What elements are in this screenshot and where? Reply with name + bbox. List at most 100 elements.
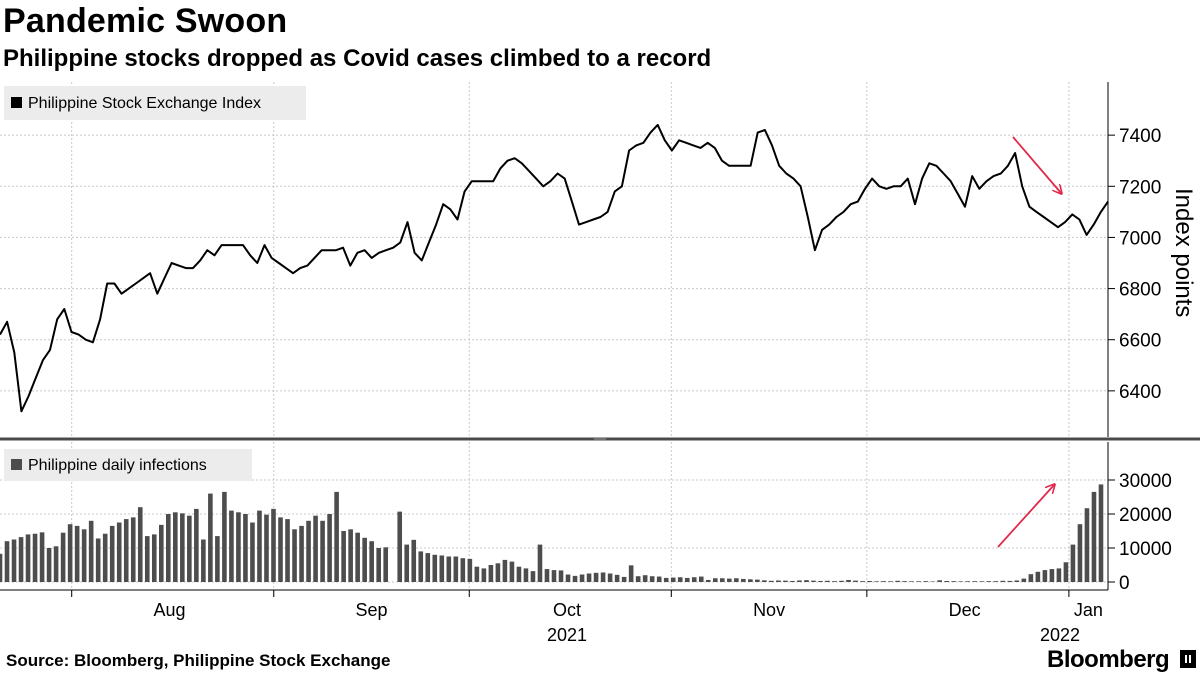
infection-bar [467, 558, 473, 582]
x-year-label: 2022 [1040, 625, 1080, 645]
infection-bar [11, 539, 17, 582]
infection-bar [895, 580, 900, 582]
infection-bar [418, 551, 424, 582]
infection-bar [600, 572, 606, 582]
infection-bar [741, 578, 746, 582]
index-line [0, 123, 1109, 413]
infection-bar [860, 581, 865, 582]
infection-bar [776, 580, 781, 582]
infection-bar [369, 541, 374, 582]
infection-bar [383, 547, 388, 582]
infection-bar [432, 554, 438, 582]
infection-bar [509, 561, 515, 582]
infection-bar [839, 580, 844, 582]
legend-infections-label: Philippine daily infections [28, 457, 207, 474]
infection-bar [158, 524, 164, 582]
infection-bar [425, 553, 431, 582]
infection-bar [551, 570, 557, 582]
infection-bar [614, 574, 620, 582]
x-tick-label: Jan [1074, 600, 1103, 620]
chart-subtitle: Philippine stocks dropped as Covid cases… [3, 45, 712, 72]
infection-bar [979, 581, 985, 582]
infection-bar [558, 570, 564, 582]
infection-bar [642, 575, 648, 582]
decline-arrow [1012, 136, 1061, 193]
infection-bar [74, 525, 80, 582]
infection-bar [565, 574, 571, 582]
infection-bar [930, 581, 935, 582]
infection-bar [523, 568, 529, 582]
infection-bar [677, 577, 683, 582]
infection-bar [173, 512, 178, 582]
infection-bar [923, 581, 928, 582]
infection-bar [404, 544, 410, 582]
infection-bar [488, 565, 494, 582]
infection-bar [1084, 508, 1090, 582]
y-tick-label: 7000 [1119, 228, 1161, 249]
infection-bar [1014, 580, 1020, 582]
infection-bar [965, 581, 971, 582]
infection-bar [902, 581, 907, 582]
infection-bar [285, 519, 290, 582]
legend-index: Philippine Stock Exchange Index [4, 86, 306, 120]
infection-bar [1056, 568, 1062, 582]
infection-bar [628, 565, 634, 582]
bars-layer [0, 484, 1104, 582]
infection-bar [670, 577, 676, 582]
infection-bar [201, 539, 206, 582]
legend-infections-bg [4, 449, 252, 481]
infection-bar [4, 541, 10, 582]
infection-bar [236, 512, 241, 582]
infection-bar [229, 510, 234, 582]
infection-bar [986, 581, 992, 582]
infection-bar [474, 566, 480, 582]
infection-bar [993, 581, 999, 582]
infection-bar [951, 581, 957, 582]
infection-bar [705, 579, 711, 582]
infection-bar [446, 556, 452, 582]
infection-bar [1077, 524, 1083, 582]
y-tick-label: 0 [1119, 573, 1130, 594]
infection-bar [958, 581, 964, 582]
infection-bar [537, 544, 543, 582]
infection-bar [1070, 544, 1076, 582]
infection-bar [867, 580, 872, 582]
infection-bar [1098, 484, 1104, 582]
infection-bar [684, 577, 690, 582]
infection-bar [81, 529, 87, 582]
infection-bar [846, 579, 851, 582]
surge-arrow [997, 485, 1054, 548]
infection-bar [151, 534, 157, 582]
infection-bar [327, 514, 332, 582]
infection-bar [299, 525, 304, 582]
infection-bar [818, 580, 823, 582]
infection-bar [720, 578, 725, 582]
infection-bar [972, 581, 978, 582]
infection-bar [411, 539, 417, 582]
infection-bar [530, 571, 536, 582]
terminal-icon [1180, 650, 1196, 668]
infection-bar [130, 517, 136, 582]
infection-bar [32, 533, 38, 582]
x-tick-label: Oct [553, 600, 581, 620]
infection-bar [762, 580, 767, 582]
source-note: Source: Bloomberg, Philippine Stock Exch… [6, 651, 391, 670]
infection-bar [18, 537, 24, 582]
infection-bar [1007, 580, 1013, 582]
infection-bar [656, 576, 662, 582]
infection-bar [439, 555, 445, 582]
infection-bar [362, 537, 367, 582]
y-tick-label: 7400 [1119, 126, 1161, 147]
infection-bar [292, 529, 297, 582]
x-year-label: 2021 [547, 625, 587, 645]
infection-bar [264, 514, 269, 582]
infection-bar [95, 538, 101, 582]
infection-bar [271, 508, 276, 582]
infection-bar [516, 566, 522, 582]
infection-bar [853, 580, 858, 582]
infection-bar [769, 580, 774, 582]
infection-bar [306, 520, 311, 582]
infection-bar [39, 532, 45, 582]
infection-bar [1000, 580, 1006, 582]
y-tick-label: 6600 [1119, 331, 1161, 352]
